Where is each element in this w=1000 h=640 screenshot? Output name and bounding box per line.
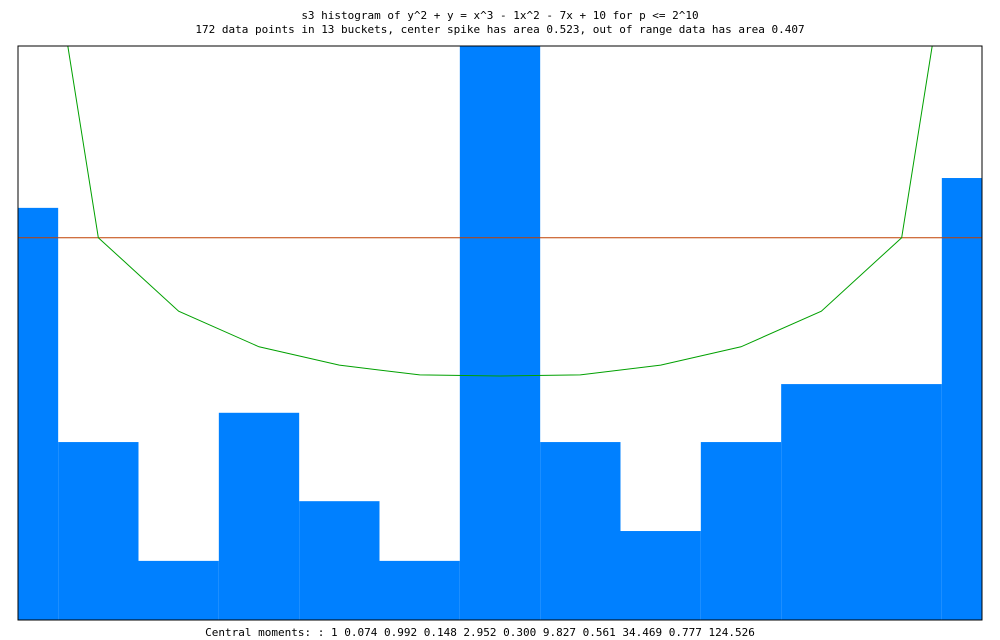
bar [620, 531, 701, 620]
chart-subtitle: 172 data points in 13 buckets, center sp… [195, 23, 804, 36]
chart-title: s3 histogram of y^2 + y = x^3 - 1x^2 - 7… [301, 9, 698, 22]
bar [700, 442, 782, 620]
bar [379, 560, 460, 620]
bar [540, 442, 621, 620]
bar [459, 46, 541, 620]
bar [861, 384, 942, 620]
bar [138, 560, 219, 620]
bar [299, 501, 380, 620]
plot-frame [17, 45, 983, 621]
density-curve [67, 45, 933, 377]
bar [18, 207, 59, 621]
bar [941, 178, 982, 620]
footer: Central moments: : 1 0.074 0.992 0.148 2… [205, 626, 755, 639]
bar [218, 412, 300, 620]
bar [781, 384, 862, 620]
bar [58, 442, 139, 620]
